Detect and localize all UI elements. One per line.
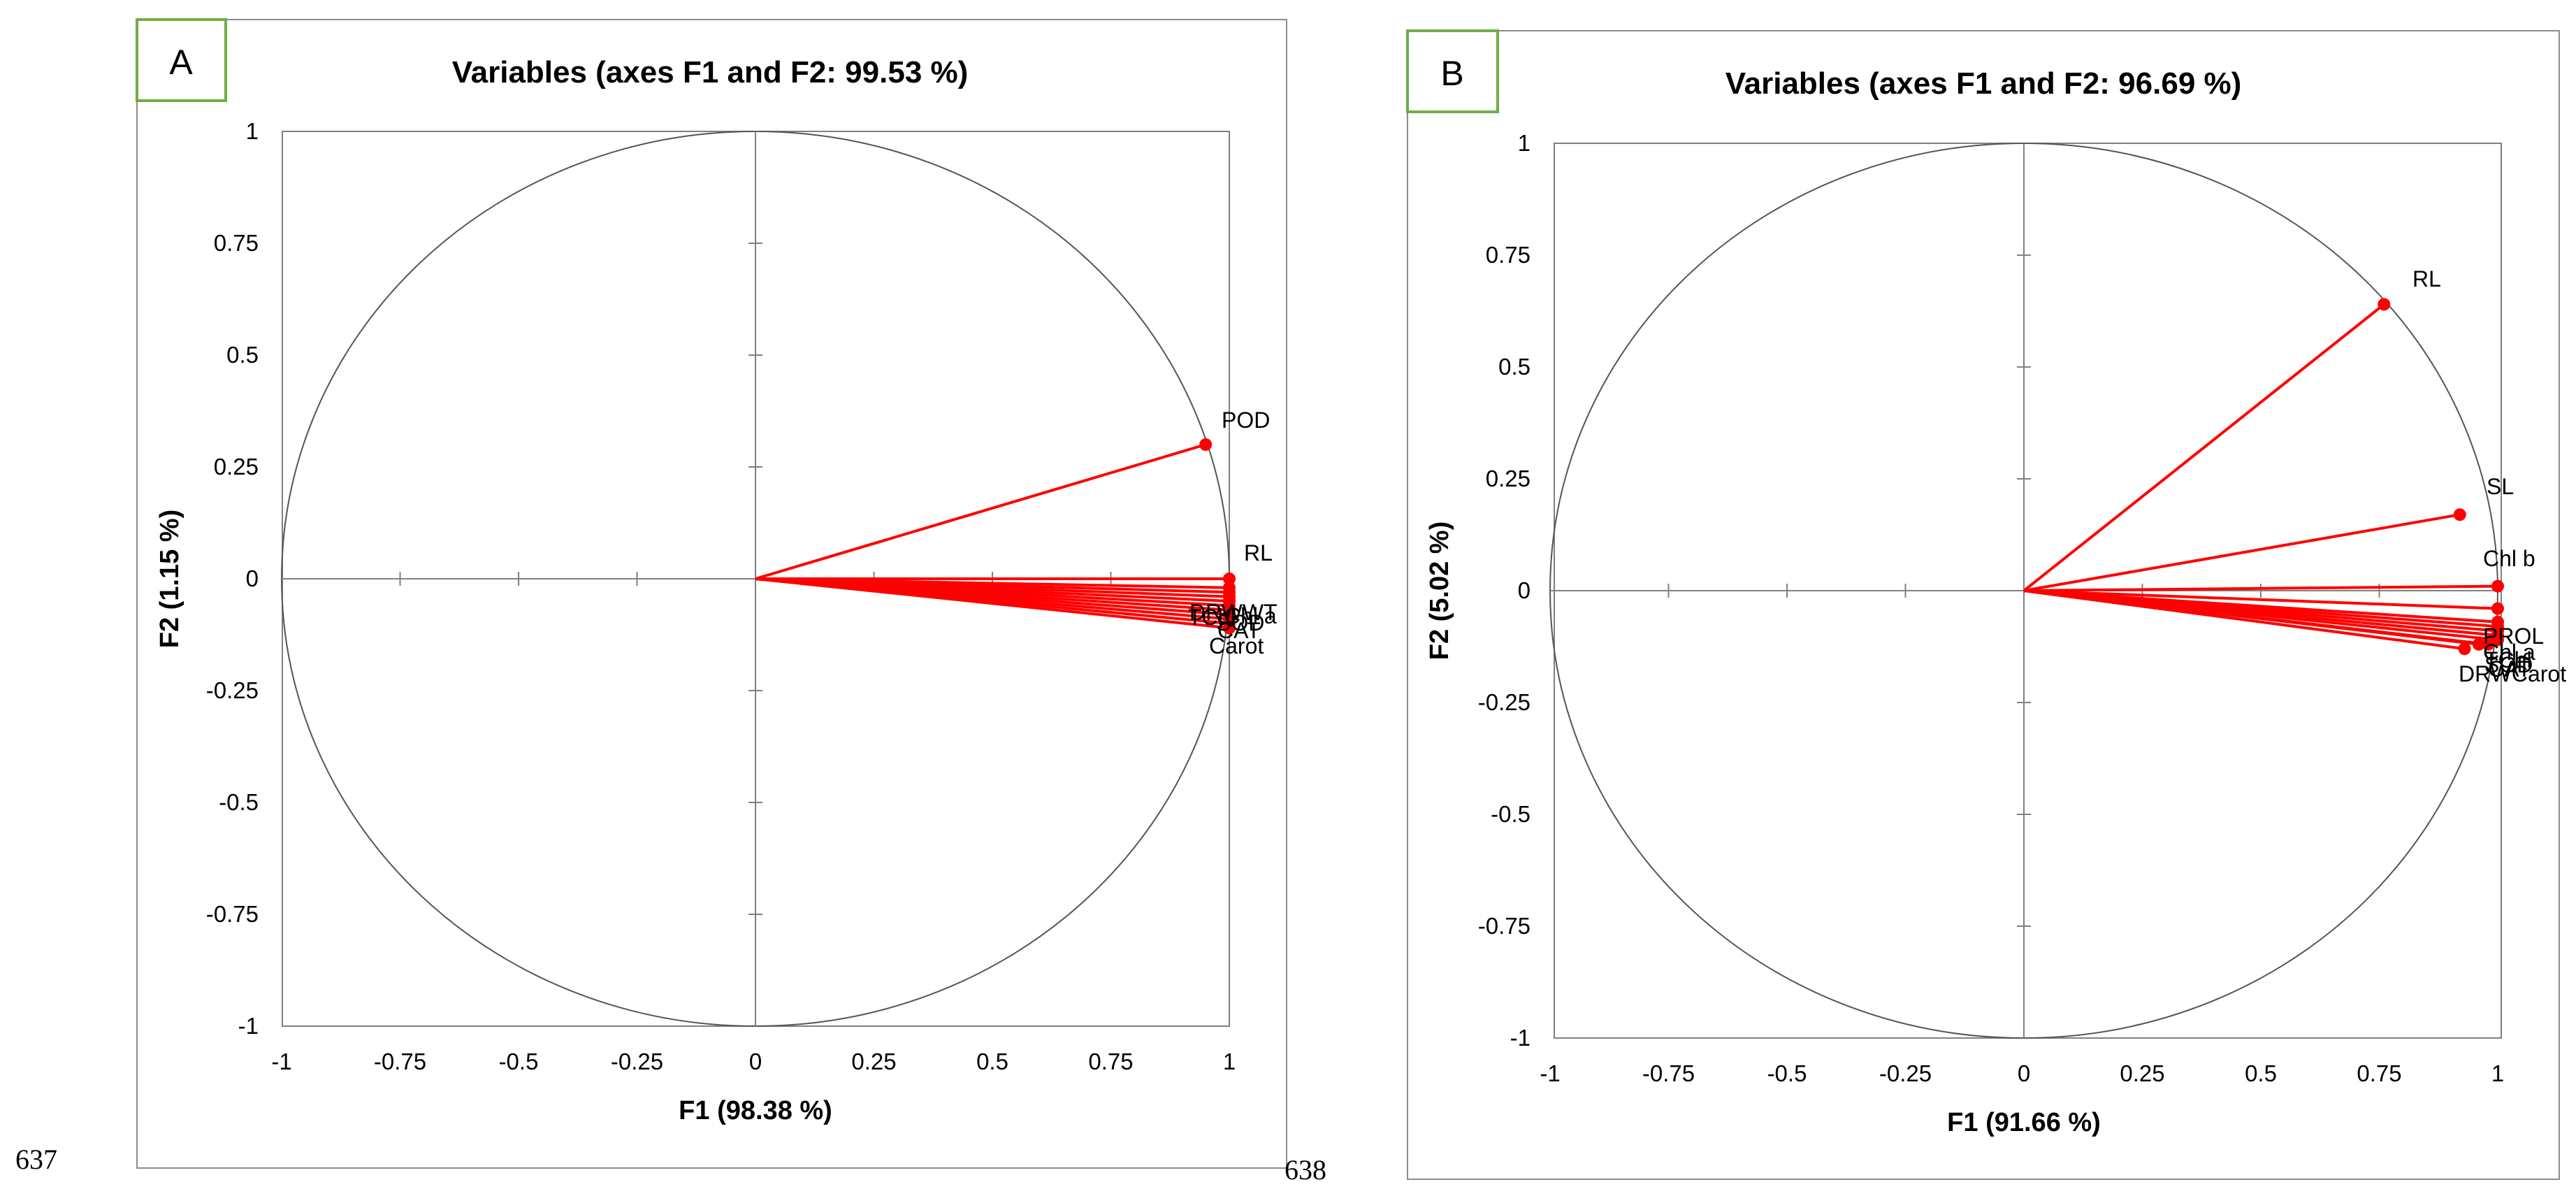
panel-b-vectors	[2023, 298, 2504, 656]
panel-b-point-carot	[2482, 637, 2495, 651]
line-number-638: 638	[1285, 1154, 1326, 1186]
panel-a-vector-pod	[755, 443, 1206, 580]
panel-a-point-carot	[1223, 621, 1236, 635]
panel-b-x-tick-label: -0.75	[1642, 1060, 1695, 1086]
panel-b-y-tick-label: -0.75	[1478, 913, 1531, 939]
panel-a-variable-label: POD	[1222, 408, 1270, 433]
panel-b-y-tick-label: 1	[1518, 130, 1531, 156]
panel-a-x-tick-label: 1	[1223, 1049, 1236, 1074]
panel-b-letter: B	[1440, 54, 1463, 93]
panel-a-vectors	[755, 438, 1236, 635]
panel-a-y-tick-label: -0.5	[219, 789, 259, 815]
panel-b-title: Variables (axes F1 and F2: 96.69 %)	[1725, 66, 2242, 101]
panel-a-y-tick-label: 0	[246, 566, 259, 591]
panel-a-vector-carot	[755, 577, 1230, 630]
panel-b-x-tick-label: -0.25	[1879, 1060, 1932, 1086]
panel-b-vector-wt	[2023, 589, 2498, 610]
panel-b-vector-carot	[2023, 589, 2489, 646]
panel-a-variable-label: TChl	[1188, 605, 1236, 630]
panel-a-letter: A	[169, 43, 193, 82]
panel-a-frame	[136, 19, 1287, 1169]
panel-b-y-axis-title: F2 (5.02 %)	[1425, 521, 1454, 661]
panel-a-x-tick-label: -0.25	[611, 1049, 663, 1074]
panel-b-point-rl	[2378, 298, 2391, 311]
panel-b-variable-label: SL	[2487, 474, 2514, 499]
panel-b-y-tick-label: -0.5	[1491, 801, 1531, 827]
panel-b-y-tick-label: 0.75	[1486, 242, 1531, 268]
panel-b-x-axis-title: F1 (91.66 %)	[1947, 1108, 2101, 1137]
panel-b-y-tick-label: 0.25	[1486, 466, 1531, 491]
panel-b-x-tick-label: 0.5	[2245, 1060, 2277, 1086]
panel-b-x-tick-label: 0.25	[2120, 1060, 2164, 1086]
panel-a-x-tick-label: -0.75	[374, 1049, 426, 1074]
panel-b-x-tick-label: -1	[1540, 1060, 1560, 1086]
chart-panel-b: B Variables (axes F1 and F2: 96.69 %) -1…	[1406, 29, 2566, 1180]
panel-a-y-tick-label: -0.75	[206, 901, 259, 927]
panel-b-variable-label: RL	[2412, 266, 2441, 291]
panel-a-x-axis-title: F1 (98.38 %)	[679, 1096, 832, 1125]
panel-b-x-tick-label: 0.75	[2357, 1060, 2401, 1086]
panel-b-y-tick-label: -1	[1510, 1025, 1531, 1051]
panel-b-x-tick-label: -0.5	[1767, 1060, 1807, 1086]
panel-b-variable-label: DRWCarot	[2459, 661, 2566, 686]
panel-a-point-pod	[1199, 438, 1213, 451]
panel-a-y-axis-title: F2 (1.15 %)	[155, 510, 184, 649]
panel-a-x-tick-label: 0.75	[1088, 1049, 1133, 1074]
panel-a-y-tick-label: -1	[238, 1013, 259, 1039]
panel-b-vector-chl-b	[2023, 584, 2498, 592]
panel-b-vector-sl	[2023, 513, 2461, 592]
line-number-637: 637	[15, 1144, 57, 1175]
panel-b-variable-label-overlap: SOD	[2484, 652, 2533, 677]
panel-b-variable-label: PROL	[2483, 624, 2544, 649]
panel-b-x-tick-label: 0	[2018, 1060, 2030, 1086]
panel-a-axes: -1 -0.75 -0.5 -0.25 0 0.25 0.5 0.75 1 1 0.75 0.5 0.2…	[206, 118, 1236, 1074]
panel-b-point-sl	[2453, 508, 2466, 521]
panel-a-variable-label-overlap: SOD	[1216, 610, 1264, 635]
panel-a-variable-label-overlap: Chl a	[1224, 603, 1277, 628]
panel-b-variable-label: TChl	[2484, 647, 2532, 672]
panel-a-y-tick-label: 1	[246, 118, 259, 144]
panel-a-y-tick-label: 0.5	[226, 342, 259, 368]
panel-a-badge	[136, 18, 227, 102]
panel-b-variable-label-overlap: CAT	[2488, 656, 2531, 682]
chart-panel-a: A Variables (axes F1 and F2: 99.53 %) -1…	[136, 18, 1287, 1169]
panel-a-x-tick-label: 0	[749, 1049, 762, 1074]
panel-a-y-tick-label: -0.25	[206, 677, 259, 703]
panel-b-point-chl-b	[2491, 579, 2504, 593]
panel-a-variable-label: Carot	[1209, 633, 1264, 658]
panel-b-variable-label: Chl a	[2483, 640, 2535, 665]
panel-b-y-tick-label: -0.25	[1478, 689, 1531, 715]
panel-a-title: Variables (axes F1 and F2: 99.53 %)	[452, 55, 969, 89]
panel-b-y-tick-label: 0.5	[1498, 354, 1531, 380]
panel-a-y-tick-label: 0.75	[214, 230, 259, 256]
panel-a-x-tick-label: -1	[271, 1049, 291, 1074]
panel-b-variable-label: Chl b	[2483, 546, 2535, 571]
panel-a-variable-label-overlap: CAT	[1217, 618, 1261, 643]
panel-b-vector-rl	[2023, 303, 2385, 592]
panel-b-point-wt	[2491, 602, 2504, 615]
panel-b-point-cat	[2491, 633, 2504, 647]
panel-a-x-tick-label: 0.5	[976, 1049, 1008, 1074]
panel-b-x-tick-label: 1	[2491, 1060, 2504, 1086]
panel-a-x-tick-label: 0.25	[851, 1049, 896, 1074]
panel-a-y-tick-label: 0.25	[214, 454, 259, 480]
panel-b-y-tick-label: 0	[1518, 577, 1531, 603]
panel-a-x-tick-label: -0.5	[499, 1049, 539, 1074]
panel-a-variable-label: DRWWT	[1189, 600, 1278, 625]
panel-b-badge	[1406, 29, 1499, 113]
panel-a-point-rl	[1223, 572, 1236, 585]
panel-b-point-pod	[2458, 642, 2471, 656]
panel-a-variable-label: RL	[1244, 540, 1273, 566]
